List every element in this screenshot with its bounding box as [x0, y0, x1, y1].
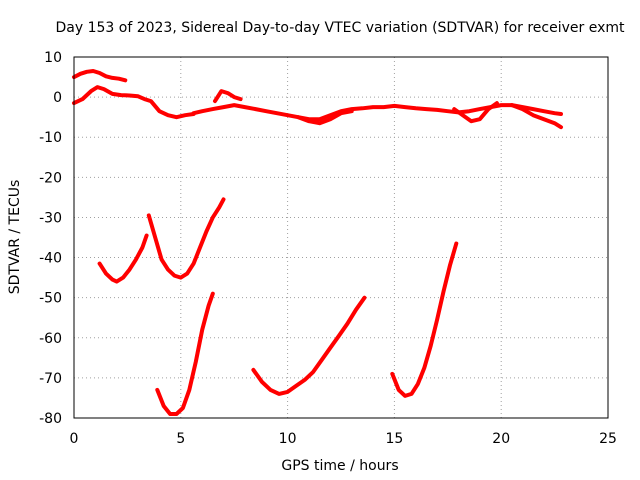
series-arc-top-3: [191, 103, 563, 122]
series-arc-top-2: [72, 85, 196, 120]
y-tick-label: -60: [39, 331, 62, 347]
series-arc-b: [146, 197, 226, 280]
y-tick-label: -80: [39, 411, 62, 427]
x-tick-label: 5: [176, 431, 185, 447]
tick-labels: 0 5 10 15 20 25 10 0 -10 -20 -30 -40 -50 -60 -70 -80: [39, 50, 617, 447]
x-tick-label: 25: [599, 431, 617, 447]
y-tick-label: -40: [39, 251, 62, 267]
y-tick-label: -70: [39, 371, 62, 387]
x-tick-label: 15: [385, 431, 403, 447]
y-axis-label: SDTVAR / TECUs: [7, 180, 23, 295]
series-arc-top-4: [213, 89, 243, 104]
y-tick-label: -30: [39, 210, 62, 226]
x-axis-label: GPS time / hours: [281, 458, 398, 474]
series-arc-c: [155, 291, 215, 416]
x-tick-label: 0: [70, 431, 79, 447]
y-tick-label: -20: [39, 170, 62, 186]
chart-title: Day 153 of 2023, Sidereal Day-to-day VTE…: [56, 20, 626, 36]
series-arc-top-5: [296, 109, 354, 126]
y-tick-label: 0: [53, 90, 62, 106]
x-tick-label: 10: [279, 431, 297, 447]
series-arc-d: [251, 295, 367, 396]
series-arc-top-7: [509, 103, 563, 130]
series-arc-a: [97, 233, 149, 284]
y-tick-label: -50: [39, 291, 62, 307]
y-tick-label: 10: [44, 50, 62, 66]
y-tick-label: -10: [39, 130, 62, 146]
x-tick-label: 20: [492, 431, 510, 447]
grid: [74, 57, 608, 418]
series-arc-e: [390, 241, 459, 398]
series-arc-top-6: [452, 101, 499, 124]
series-arc-top-1: [72, 69, 128, 83]
plot-frame: [73, 56, 609, 419]
series-layer: [72, 69, 563, 416]
